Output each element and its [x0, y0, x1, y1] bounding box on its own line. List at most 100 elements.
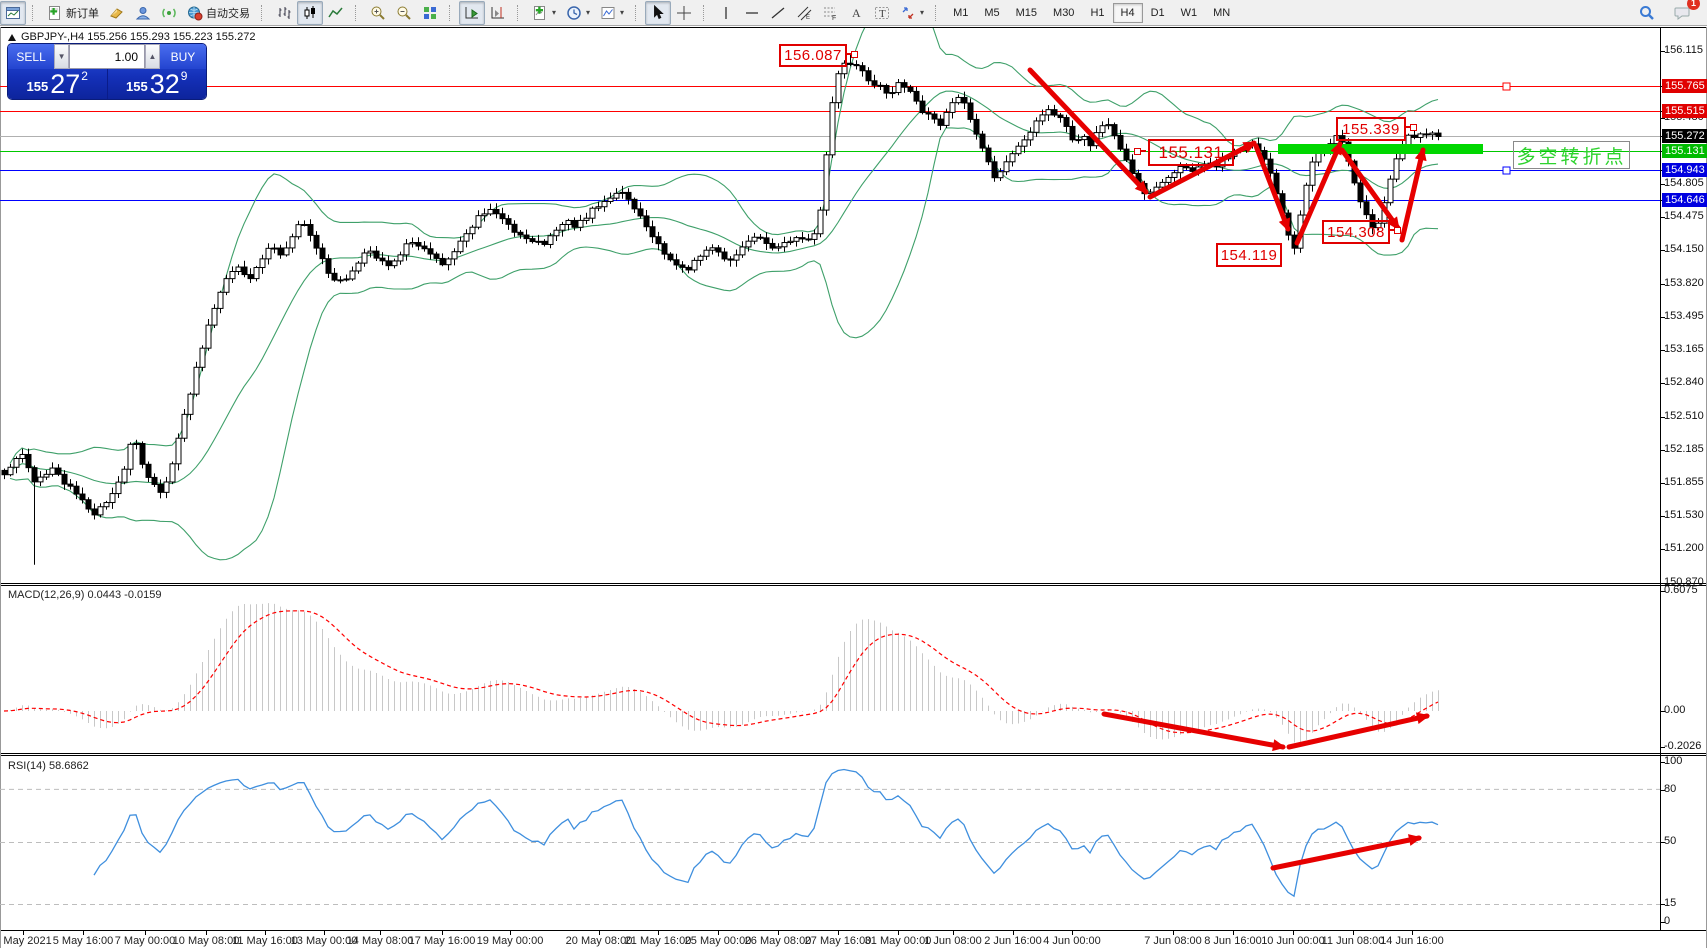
volume-increase-button[interactable]: ▲ — [145, 44, 160, 69]
date-axis-label: 5 May 16:00 — [52, 935, 114, 947]
buy-price-point: 9 — [180, 69, 188, 83]
buy-button[interactable]: BUY — [159, 44, 206, 69]
date-axis-label: 20 May 08:00 — [565, 935, 633, 947]
symbol-ohlc-text: GBPJPY-,H4 155.256 155.293 155.223 155.2… — [21, 31, 256, 43]
timeframe-button-m30[interactable]: M30 — [1053, 6, 1075, 19]
fibonacci-icon[interactable]: F — [817, 1, 843, 25]
annotation-anchor-handle[interactable] — [1394, 227, 1401, 234]
timeframe-button-h4[interactable]: H4 — [1112, 2, 1143, 23]
date-axis-label: 13 May 00:00 — [290, 935, 358, 947]
timeframe-group: M1 M5 M15 M30 H1 H4 D1 W1 MN — [945, 2, 1238, 23]
volume-decrease-button[interactable]: ▼ — [54, 44, 69, 69]
new-order-button[interactable]: 新订单 — [42, 1, 104, 25]
indicators-icon[interactable]: ▾ — [527, 1, 561, 25]
chart-window-icon[interactable] — [0, 0, 26, 25]
timeframe-button-m5[interactable]: M5 — [984, 6, 1000, 19]
svg-text:F: F — [832, 15, 836, 21]
trendline-icon[interactable] — [765, 1, 791, 25]
price-annotation-label[interactable]: 154.308 — [1322, 220, 1390, 244]
price-axis-tick: 153.165 — [1664, 343, 1704, 355]
svg-text:T: T — [879, 8, 886, 20]
timeframe-button-mn[interactable]: MN — [1213, 6, 1231, 19]
new-order-label: 新订单 — [66, 7, 99, 20]
price-annotation-label[interactable]: 154.119 — [1216, 243, 1282, 267]
toolbar-grip — [449, 4, 455, 21]
toolbar-grip — [32, 4, 38, 21]
price-axis-tick: 151.530 — [1664, 509, 1704, 521]
note-label[interactable]: 多空转折点 — [1513, 141, 1630, 169]
toolbar: 新订单 自动交易 — [0, 0, 1707, 26]
cursor-icon[interactable] — [645, 0, 672, 25]
text-label-icon[interactable]: T — [869, 1, 895, 25]
date-axis-label: 11 Jun 08:00 — [1321, 935, 1385, 947]
price-axis-tick: 154.150 — [1664, 243, 1704, 255]
zoom-out-icon[interactable] — [391, 1, 417, 25]
auto-scroll-icon[interactable] — [459, 0, 485, 25]
arrows-icon[interactable]: ▾ — [895, 1, 929, 25]
timeframe-button-m1[interactable]: M1 — [953, 6, 969, 19]
price-axis-tick: 80 — [1664, 783, 1677, 795]
candlestick-icon[interactable] — [297, 0, 323, 25]
price-axis[interactable] — [1660, 27, 1707, 930]
annotation-anchor-handle[interactable] — [1134, 147, 1141, 155]
timeframe-button-w1[interactable]: W1 — [1180, 6, 1198, 19]
chart-shift-icon[interactable] — [485, 1, 511, 25]
signal-icon[interactable] — [156, 1, 182, 25]
price-axis-tick: 100 — [1664, 755, 1683, 767]
date-axis-label: 8 Jun 16:00 — [1204, 935, 1262, 947]
templates-icon[interactable]: ▾ — [595, 1, 629, 25]
toolbar-grip — [261, 4, 267, 21]
price-axis-tick: 0.6075 — [1664, 584, 1698, 596]
price-axis-tick: 154.805 — [1664, 177, 1704, 189]
sell-price[interactable]: 155 27 2 — [8, 69, 108, 99]
time-axis[interactable] — [0, 930, 1707, 948]
chat-icon[interactable]: 1 — [1669, 0, 1700, 25]
search-icon[interactable] — [1633, 1, 1661, 25]
date-axis-label: 27 May 16:00 — [804, 935, 872, 947]
crosshair-icon[interactable] — [671, 1, 697, 25]
toolbar-grip — [355, 4, 361, 21]
buy-price[interactable]: 155 32 9 — [108, 69, 207, 99]
autotrade-button[interactable]: 自动交易 — [182, 1, 255, 25]
annotation-connector — [1139, 149, 1146, 152]
annotation-connector — [845, 52, 852, 55]
price-axis-tick: 153.495 — [1664, 310, 1704, 322]
sell-button[interactable]: SELL — [8, 44, 55, 69]
tile-windows-icon[interactable] — [417, 1, 443, 25]
timeframe-button-m15[interactable]: M15 — [1015, 6, 1038, 19]
date-axis-label: 7 May 00:00 — [114, 935, 176, 947]
dropdown-caret-icon: ▾ — [586, 8, 591, 17]
profile-icon[interactable] — [130, 1, 156, 25]
text-icon[interactable]: A — [843, 1, 869, 25]
volume-input[interactable] — [69, 44, 145, 69]
price-annotation-label[interactable]: 156.087 — [779, 44, 847, 67]
toolbar-grip — [635, 4, 641, 21]
price-axis-tick: -0.2026 — [1664, 740, 1702, 752]
price-annotation-label[interactable]: 155.131 — [1148, 139, 1234, 166]
date-axis-label: 4 May 2021 — [0, 935, 52, 947]
market-watch-icon[interactable] — [104, 1, 130, 25]
price-annotation-label[interactable]: 155.339 — [1336, 117, 1406, 141]
price-axis-badge: 154.646 — [1662, 193, 1707, 207]
price-axis-tick: 154.475 — [1664, 210, 1704, 222]
price-axis-tick: 153.820 — [1664, 277, 1704, 289]
annotation-anchor-handle[interactable] — [1410, 124, 1417, 131]
annotation-anchor-handle[interactable] — [851, 50, 858, 58]
price-axis-tick: 156.115 — [1664, 44, 1703, 56]
sell-price-pips: 27 — [50, 69, 81, 99]
line-chart-icon[interactable] — [323, 1, 349, 25]
svg-text:A: A — [852, 6, 861, 20]
symbol-collapse-icon[interactable] — [8, 33, 16, 41]
horizontal-line-icon[interactable] — [739, 1, 765, 25]
timeframe-button-d1[interactable]: D1 — [1150, 6, 1165, 19]
vertical-line-icon[interactable] — [713, 1, 739, 25]
channel-icon[interactable]: E — [791, 1, 817, 25]
annotation-connector — [1404, 126, 1411, 128]
price-axis-tick: 15 — [1664, 897, 1677, 909]
periods-icon[interactable]: ▾ — [561, 1, 595, 25]
bar-chart-icon[interactable] — [271, 1, 297, 25]
timeframe-button-h1[interactable]: H1 — [1090, 6, 1105, 19]
zoom-in-icon[interactable] — [365, 1, 391, 25]
